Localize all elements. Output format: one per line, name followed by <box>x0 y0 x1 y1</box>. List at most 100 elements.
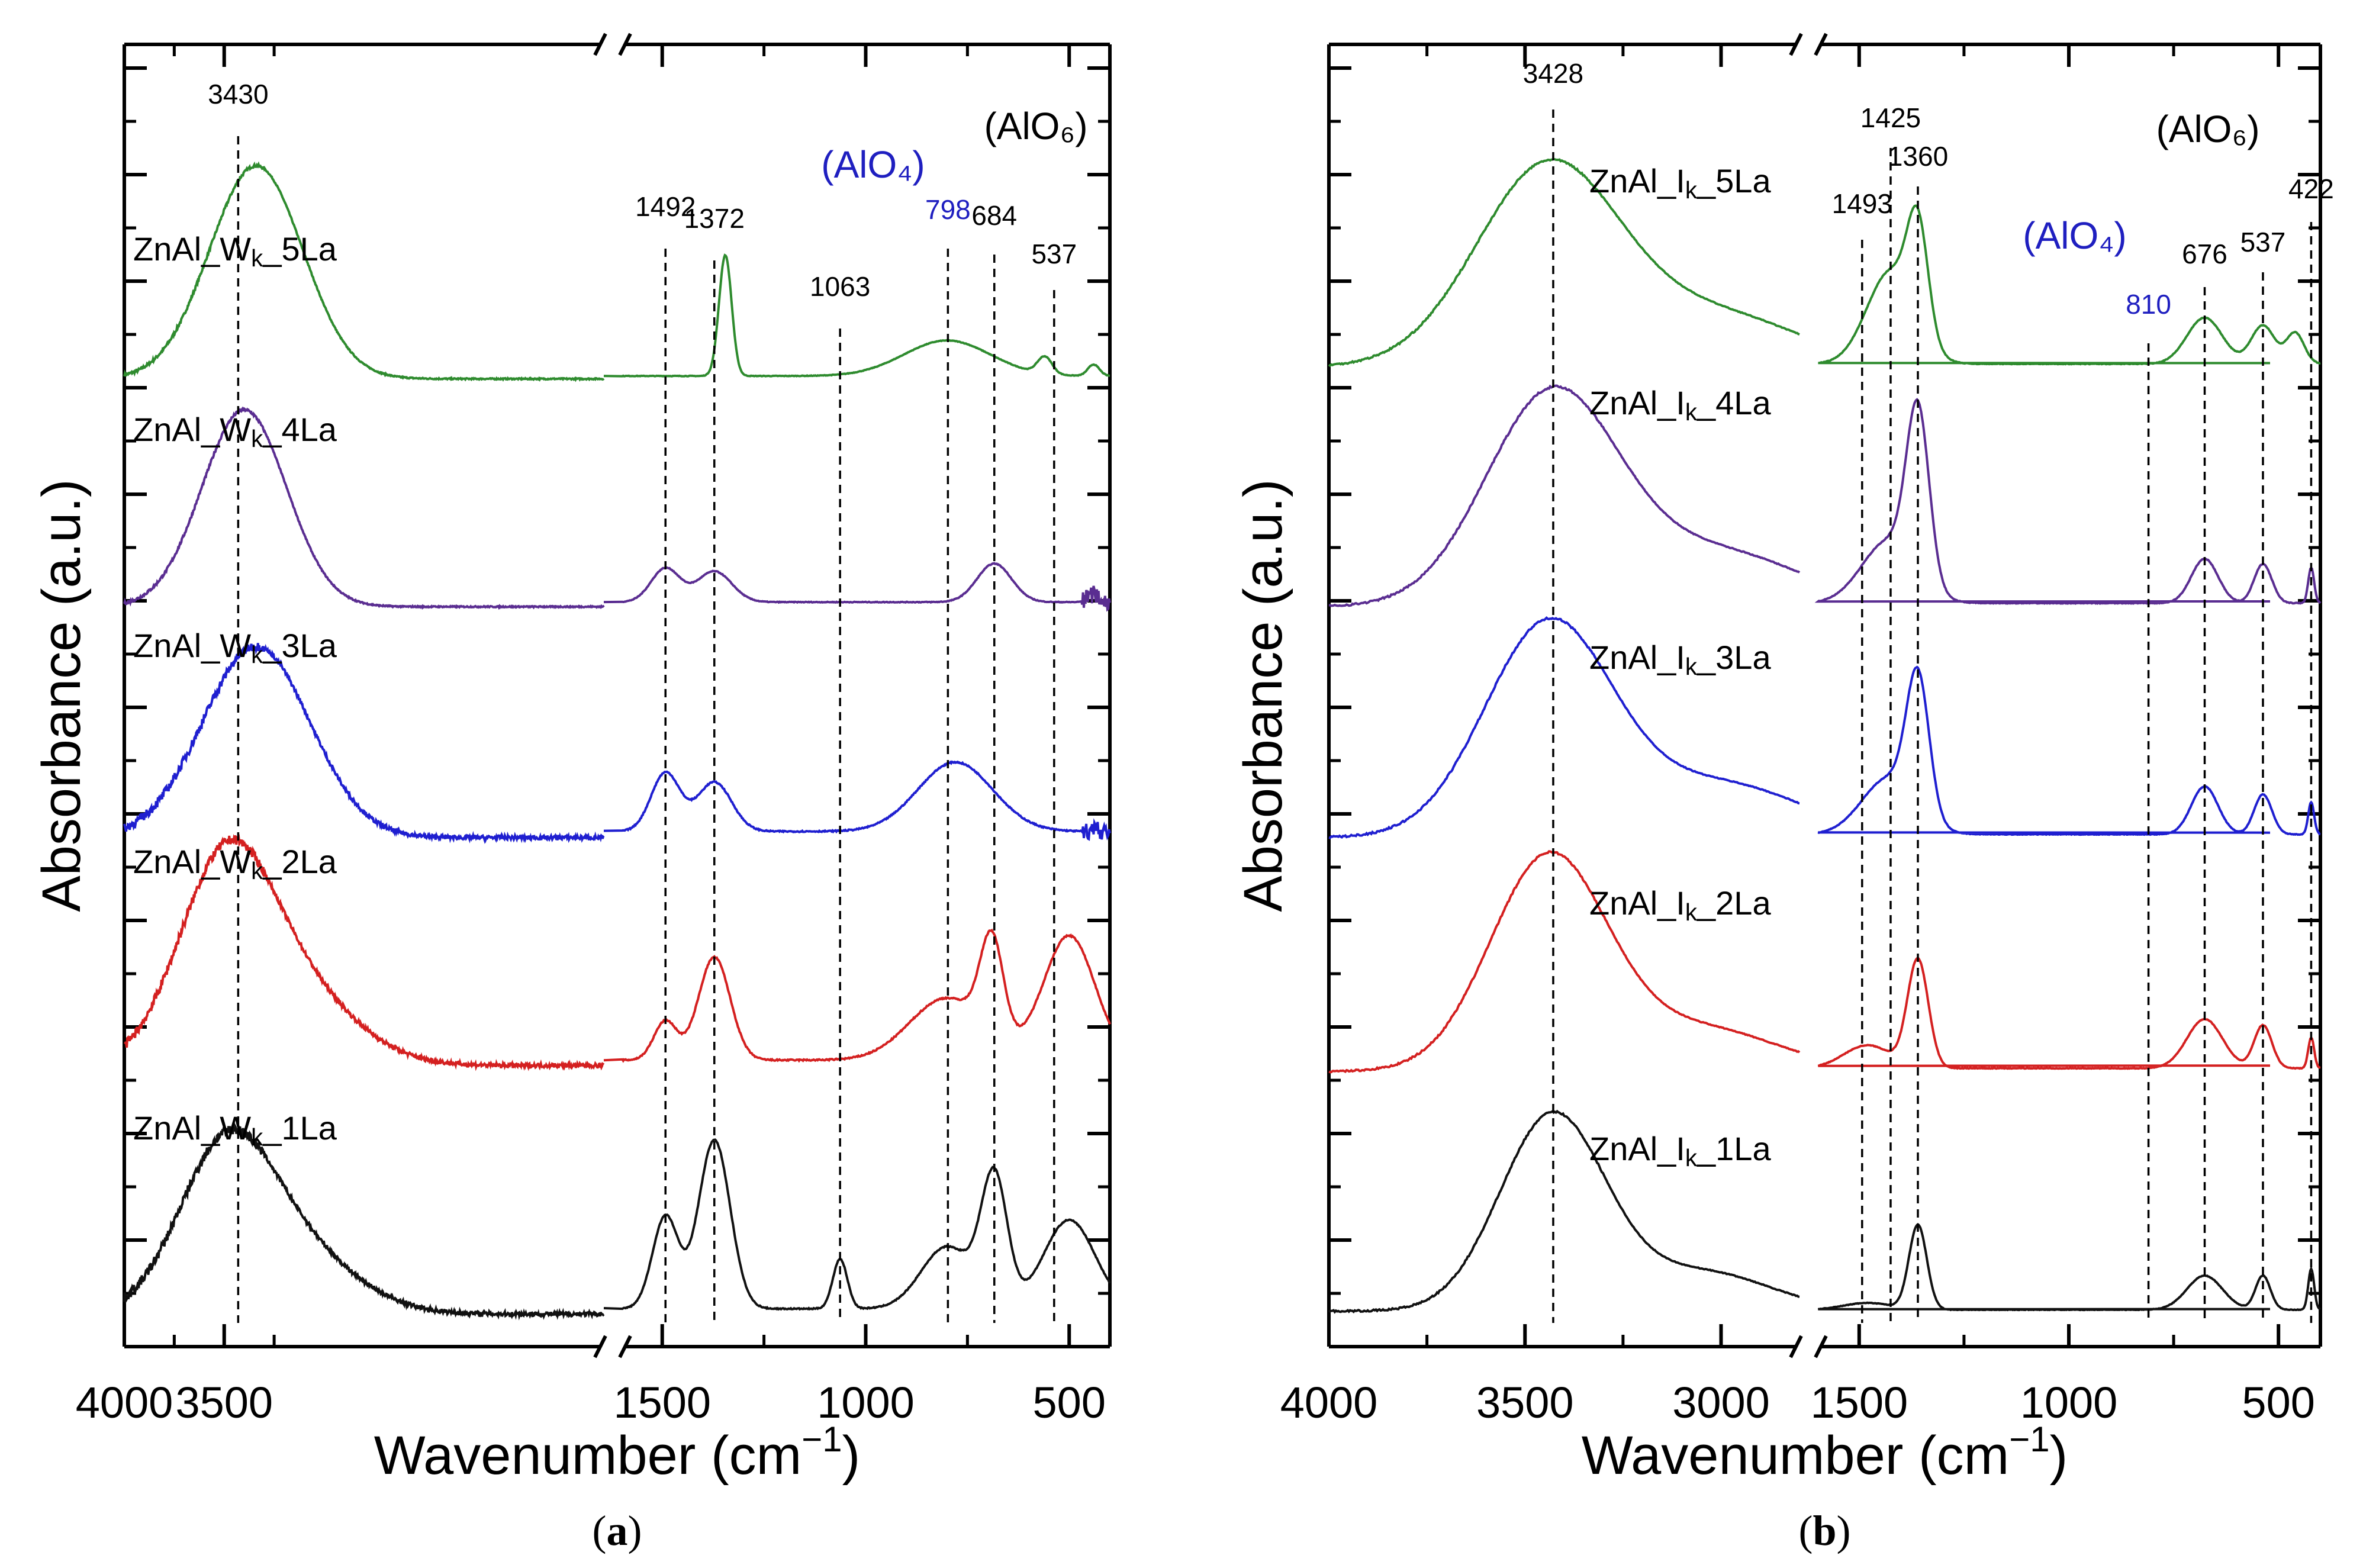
panel-caption: (b) <box>1798 1507 1850 1554</box>
x-axis-label: Wavenumber (cm−1) <box>374 1419 861 1486</box>
spectrum-line-oh-region <box>1328 157 1800 368</box>
series-label-name: ZnAl_W <box>133 843 251 880</box>
series-label-sub: k <box>1685 1144 1698 1171</box>
series-label-sub: k <box>1685 176 1698 204</box>
spectrum-line-oh-region <box>1328 384 1801 607</box>
axis-break-mark <box>1814 1335 1828 1358</box>
series-label: ZnAl_Wk_5La <box>133 230 337 272</box>
series-label-sub: k <box>251 641 263 668</box>
axis-break-mark <box>618 1335 632 1358</box>
x-axis-label-end: ) <box>2050 1425 2068 1486</box>
spectrum-line-fingerprint <box>603 1138 1111 1311</box>
series-label-sub: k <box>251 244 263 272</box>
peak-label: 1493 <box>1832 188 1892 219</box>
spectrum-line-oh-region <box>1328 850 1801 1074</box>
spectrum-line-fingerprint <box>603 928 1111 1063</box>
series-label-suffix: _5La <box>1696 162 1771 199</box>
series-label: ZnAl_Ik_3La <box>1589 639 1771 680</box>
series-label-suffix: _2La <box>262 843 337 880</box>
spectrum-line-fingerprint <box>603 760 1111 841</box>
series-label: ZnAl_Wk_3La <box>133 627 337 668</box>
peak-label: 684 <box>971 200 1017 231</box>
spectrum-line-oh-region <box>123 406 605 610</box>
series-label: ZnAl_Wk_2La <box>133 843 337 884</box>
peak-label: 3428 <box>1523 58 1583 89</box>
series-label: ZnAl_Ik_1La <box>1589 1130 1771 1171</box>
axis-break-mark <box>618 33 632 56</box>
spectrum-line-fingerprint <box>603 562 1111 612</box>
series-label: ZnAl_Ik_5La <box>1589 162 1771 204</box>
spectrum-line-fingerprint <box>1817 956 2321 1070</box>
plot-frame <box>123 33 1112 1358</box>
group-label: (AlO₄) <box>821 143 925 186</box>
spectrum-line-oh-region <box>1328 1109 1800 1314</box>
peak-label: 1372 <box>684 203 745 234</box>
y-axis-label: Absorbance (a.u.) <box>1233 479 1293 912</box>
series-label: ZnAl_Wk_1La <box>133 1109 337 1151</box>
series-label-name: ZnAl_I <box>1589 884 1685 922</box>
x-axis-label-main: Wavenumber (cm <box>374 1425 802 1486</box>
spectrum-line-fingerprint <box>1814 398 2322 606</box>
peak-label: 537 <box>2240 227 2286 257</box>
spectrum-line-fingerprint <box>1817 665 2321 836</box>
x-axis-label-sup: −1 <box>2009 1419 2049 1459</box>
series-label-suffix: _5La <box>262 230 337 268</box>
peak-label: 422 <box>2288 173 2334 204</box>
caption-open: ( <box>1798 1507 1813 1554</box>
x-tick-label: 1500 <box>613 1378 711 1427</box>
peak-label: 798 <box>925 194 971 225</box>
group-label: (AlO₄) <box>2023 214 2126 257</box>
series-label-sub: k <box>1685 398 1698 426</box>
peak-label: 1360 <box>1888 141 1948 172</box>
series-label-suffix: _3La <box>262 627 337 664</box>
spectrum-line-oh-region <box>123 643 605 844</box>
x-tick-label: 3500 <box>175 1378 273 1427</box>
plot-frame <box>1327 33 2322 1358</box>
spectrum-line-oh-region <box>123 1122 605 1321</box>
series-label-sub: k <box>251 425 263 452</box>
x-axis-label-main: Wavenumber (cm <box>1582 1425 2010 1486</box>
x-axis-label-sup: −1 <box>801 1419 842 1459</box>
chart-panel-b: 4000 3500 3000 1500 1000 500 Wavenumber (cm−1)… <box>1233 33 2334 1554</box>
series-label-sub: k <box>1685 653 1698 680</box>
caption-open: ( <box>593 1507 607 1554</box>
series-label-sub: k <box>251 1123 263 1151</box>
series-label-suffix: _4La <box>262 411 337 448</box>
x-axis-label-end: ) <box>842 1425 861 1486</box>
x-tick-label: 1000 <box>2020 1378 2118 1427</box>
spectrum-line-fingerprint <box>1818 204 2321 366</box>
series-label-name: ZnAl_I <box>1589 384 1685 421</box>
series-label-name: ZnAl_I <box>1589 639 1685 676</box>
series-label: ZnAl_Ik_2La <box>1589 884 1771 926</box>
chart-panel-a: 4000 3500 1500 1000 500 Wavenumber (cm−1) Abso… <box>31 33 1112 1554</box>
peak-label: 3430 <box>208 79 268 110</box>
spectrum-line-oh-region <box>124 833 605 1071</box>
axis-break-mark <box>1814 33 1828 56</box>
peak-label: 1425 <box>1860 102 1921 133</box>
series-label-suffix: _4La <box>1696 384 1771 421</box>
series-label-sub: k <box>1685 899 1698 926</box>
peak-label: 676 <box>2182 239 2227 269</box>
axis-break-mark <box>1789 1335 1803 1358</box>
x-tick-label: 1500 <box>1811 1378 1908 1427</box>
axis-break-mark <box>593 33 607 56</box>
spectrum-line-oh-region <box>1328 616 1800 839</box>
peak-label: 1492 <box>635 191 696 222</box>
series-label-name: ZnAl_W <box>133 230 251 268</box>
panel-caption: (a) <box>593 1507 642 1554</box>
x-tick-label: 3500 <box>1476 1378 1574 1427</box>
peak-label: 1063 <box>810 271 870 302</box>
series-label: ZnAl_Wk_4La <box>133 411 337 452</box>
series-label-name: ZnAl_W <box>133 1109 251 1147</box>
x-tick-label: 500 <box>1033 1378 1106 1427</box>
x-tick-label: 500 <box>2242 1378 2314 1427</box>
y-axis-label: Absorbance (a.u.) <box>31 479 92 912</box>
series-label-name: ZnAl_I <box>1589 162 1685 199</box>
caption-close: ) <box>628 1507 642 1554</box>
series-label-suffix: _3La <box>1696 639 1771 676</box>
peak-label: 537 <box>1031 239 1077 269</box>
spectrum-line-fingerprint <box>1817 1223 2322 1312</box>
axis-break-mark <box>1789 33 1803 56</box>
x-tick-label: 1000 <box>817 1378 915 1427</box>
